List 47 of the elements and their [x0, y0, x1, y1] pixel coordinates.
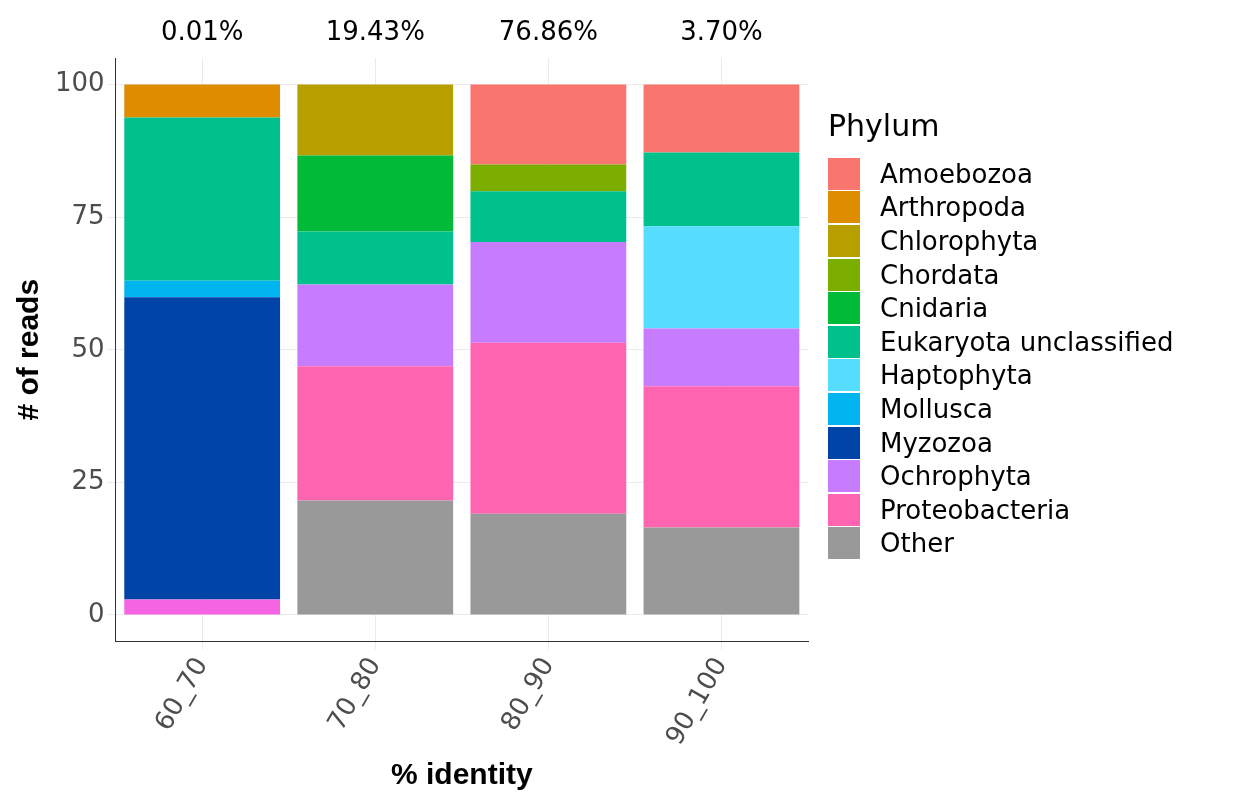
legend-label: Ochrophyta	[880, 461, 1032, 492]
bar	[643, 84, 800, 153]
bar	[470, 191, 627, 243]
y-tick-label: 50	[71, 332, 105, 363]
legend-label: Eukaryota unclassified	[880, 326, 1174, 357]
bar	[643, 328, 800, 387]
text: 3.70%	[680, 15, 763, 46]
legend-label: Myzozoa	[880, 427, 993, 458]
bar	[124, 117, 281, 281]
legend-label: Chordata	[880, 259, 1000, 290]
bar	[470, 513, 627, 615]
legend-label: Arthropoda	[880, 192, 1027, 223]
legend-label: Haptophyta	[880, 360, 1033, 391]
legend-label: Other	[880, 528, 954, 559]
bar	[643, 152, 800, 227]
y-tick-label: 0	[88, 597, 105, 628]
bar	[297, 155, 454, 232]
legend-label: Cnidaria	[880, 293, 989, 324]
y-axis-title: # of reads	[11, 278, 45, 421]
bar	[643, 527, 800, 615]
legend-title: Phylum	[828, 108, 941, 143]
legend-label: Mollusca	[880, 393, 994, 424]
bar	[643, 386, 800, 528]
bar	[297, 231, 454, 285]
text: 76.86%	[498, 15, 598, 46]
bar	[470, 342, 627, 514]
bar	[124, 297, 281, 600]
legend-label: Chlorophyta	[880, 225, 1039, 256]
bar	[470, 164, 627, 192]
bar	[297, 500, 454, 615]
bar	[124, 84, 281, 118]
legend-label: Amoebozoa	[880, 158, 1033, 189]
y-tick-label: 25	[71, 465, 105, 496]
text: 19.43%	[325, 15, 425, 46]
text: 0.01%	[160, 15, 244, 46]
bar	[643, 226, 800, 329]
y-tick-label: 75	[71, 199, 105, 230]
x-axis-title: % identity	[390, 757, 533, 791]
bar	[124, 599, 281, 615]
y-tick-label: 100	[54, 67, 105, 98]
bar	[297, 84, 454, 156]
legend-label: Proteobacteria	[880, 494, 1071, 525]
bar	[297, 366, 454, 501]
bar	[297, 284, 454, 367]
bar	[470, 242, 627, 343]
bar	[470, 84, 627, 165]
bar	[124, 280, 281, 298]
